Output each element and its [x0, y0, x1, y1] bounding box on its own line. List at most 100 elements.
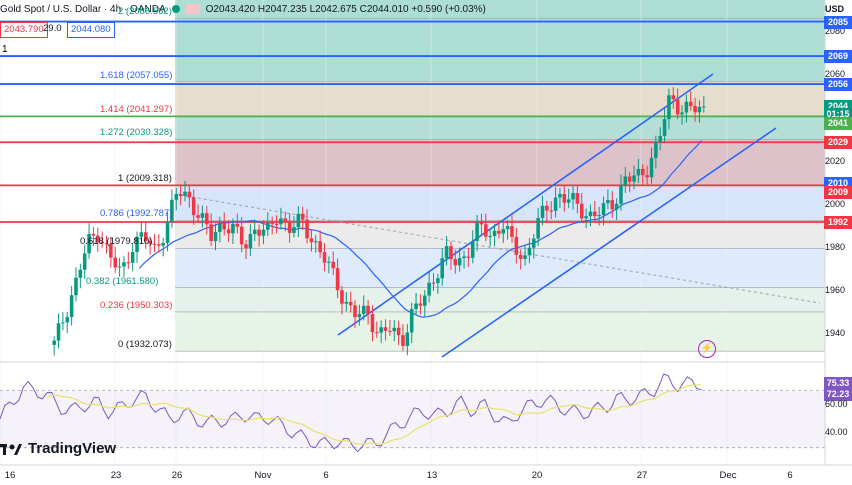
bid-box[interactable]: 2043.790: [0, 22, 48, 38]
candle-body: [479, 221, 484, 225]
candle-body: [693, 105, 697, 113]
candle-body: [523, 255, 527, 259]
candle-body: [353, 305, 357, 318]
candle-body: [139, 232, 144, 237]
price-badge: 2056: [824, 78, 852, 92]
candle-body: [593, 211, 597, 217]
candle-body: [148, 240, 152, 244]
time-label: 6: [323, 470, 329, 481]
candle-body: [305, 219, 309, 239]
price-tick: 2020: [825, 155, 846, 166]
candle-body: [702, 106, 706, 108]
candle-body: [183, 191, 187, 196]
candle-body: [126, 262, 131, 264]
chart-header: Gold Spot / U.S. Dollar · 4h · OANDA O20…: [0, 2, 486, 16]
fib-label: 1.618 (2057.055): [100, 69, 173, 81]
candle-body: [261, 229, 266, 236]
rsi-band: [0, 390, 825, 448]
fib-label: 1 (2009.318): [118, 172, 172, 184]
price-tick: 1940: [825, 328, 846, 339]
rsi-badge: 75.33: [824, 377, 852, 391]
candle-body: [65, 317, 70, 323]
symbol-title[interactable]: Gold Spot / U.S. Dollar · 4h · OANDA: [0, 3, 166, 15]
candle-body: [248, 234, 253, 249]
brand-label: TradingView: [28, 440, 117, 457]
candle-body: [82, 253, 87, 270]
candle-body: [122, 262, 126, 267]
candle-body: [575, 193, 580, 204]
candle-body: [566, 199, 571, 203]
candle-body: [388, 330, 392, 332]
candle-body: [440, 258, 444, 279]
ask-box[interactable]: 2044.080: [67, 22, 115, 38]
candle-body: [100, 242, 104, 244]
candle-body: [335, 268, 340, 291]
trend-channel: [179, 73, 821, 358]
candle-body: [331, 261, 335, 269]
candle-body: [457, 258, 462, 266]
candle-body: [257, 229, 261, 236]
price-tick: 2060: [825, 69, 846, 80]
channel-lower: [441, 127, 777, 358]
candle-body: [549, 210, 553, 212]
candle-body: [244, 244, 248, 249]
fib-zone: [175, 139, 825, 185]
candle-body: [418, 303, 423, 306]
candle-body: [654, 141, 658, 158]
fib-zone: [175, 18, 825, 82]
candle-body: [470, 240, 475, 258]
candle-body: [449, 246, 453, 260]
fib-label: 1.272 (2030.328): [100, 127, 173, 139]
candle-body: [675, 99, 680, 115]
candle-body: [684, 101, 689, 113]
candle-body: [213, 231, 218, 241]
price-badge: 2041: [824, 116, 852, 130]
fib-zone: [175, 115, 825, 140]
candle-body: [205, 213, 209, 225]
candle-body: [396, 327, 401, 336]
candle-body: [610, 200, 615, 210]
candle-body: [649, 157, 654, 178]
candle-body: [645, 175, 649, 178]
fib-label: 0.382 (1961.580): [86, 275, 159, 287]
candle-body: [61, 322, 65, 324]
candle-body: [636, 168, 641, 176]
candle-body: [322, 252, 327, 263]
price-tick: 1960: [825, 285, 846, 296]
candle-body: [309, 238, 314, 243]
candle-body: [662, 119, 667, 136]
fib-label: 0.786 (1992.787): [100, 208, 173, 220]
hide-icon[interactable]: [185, 4, 200, 14]
candle-body: [287, 221, 292, 233]
interval-marker: 1: [2, 44, 8, 55]
candle-body: [143, 232, 148, 241]
candle-body: [514, 236, 519, 255]
candle-body: [688, 101, 693, 106]
candle-body: [187, 191, 192, 198]
candle-body: [606, 200, 610, 204]
candle-body: [292, 227, 296, 233]
candle-body: [231, 223, 235, 234]
candle-body: [444, 246, 449, 259]
candle-body: [492, 230, 497, 237]
candle-body: [300, 213, 305, 220]
candle-body: [562, 193, 567, 203]
fib-label: 1.414 (2041.297): [100, 103, 173, 115]
candle-body: [91, 233, 96, 236]
candle-body: [401, 335, 405, 346]
candle-body: [671, 95, 676, 100]
candle-body: [366, 305, 370, 315]
candle-body: [484, 224, 488, 237]
tradingview-icon: [0, 443, 22, 455]
candle-body: [96, 235, 100, 243]
candle-body: [409, 308, 414, 333]
candle-body: [680, 112, 684, 115]
lightning-icon[interactable]: ⚡: [698, 340, 716, 358]
candle-body: [405, 332, 410, 346]
price-badge: 2029: [824, 136, 852, 150]
candle-body: [623, 176, 628, 185]
candle-body: [597, 215, 601, 217]
fib-label: 0.236 (1950.303): [100, 299, 173, 311]
candle-body: [466, 256, 471, 258]
candle-body: [218, 222, 222, 232]
